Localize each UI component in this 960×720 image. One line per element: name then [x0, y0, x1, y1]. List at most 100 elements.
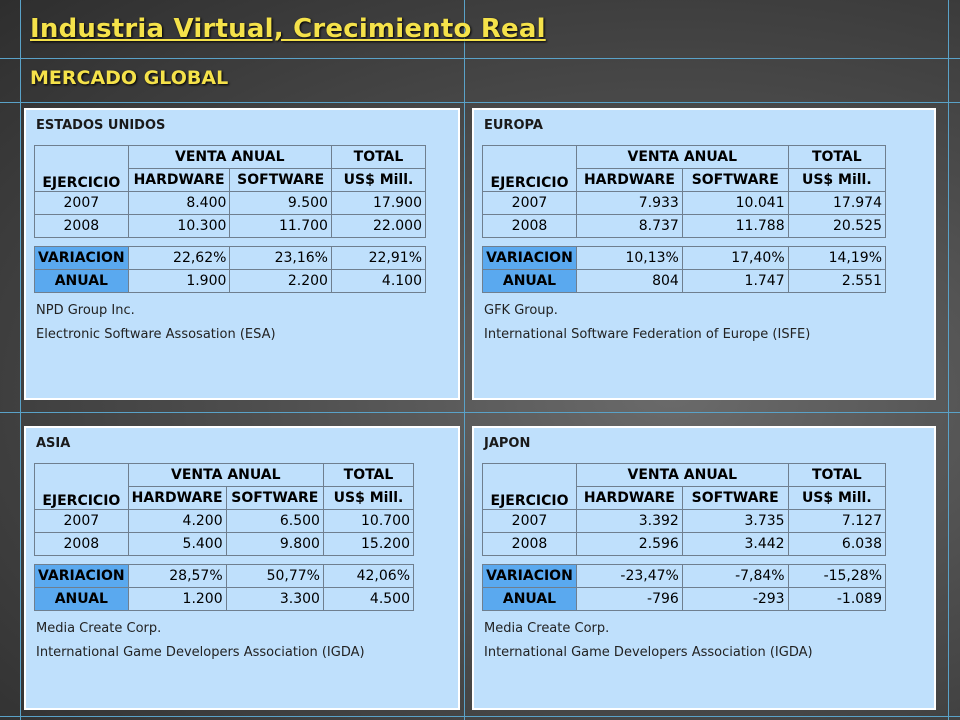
anual-hardware: -796 — [575, 587, 683, 611]
header-ejercicio: EJERCICIO — [482, 145, 577, 192]
header-ejercicio: EJERCICIO — [34, 463, 129, 510]
header-software: SOFTWARE — [681, 168, 789, 192]
anual-hardware: 1.200 — [127, 587, 227, 611]
cell-year: 2008 — [482, 532, 577, 556]
cell-hardware: 10.300 — [127, 214, 231, 238]
variacion-row: VARIACION 28,57% 50,77% 42,06% — [34, 564, 415, 588]
variacion-total: 14,19% — [787, 246, 887, 270]
variacion-label: VARIACION — [482, 564, 577, 588]
variacion-label: VARIACION — [34, 246, 129, 270]
sales-table: EJERCICIO VENTA ANUAL TOTAL HARDWARE SOF… — [482, 463, 887, 611]
anual-total: 2.551 — [787, 269, 887, 293]
cell-hardware: 5.400 — [127, 532, 227, 556]
variacion-row: VARIACION 10,13% 17,40% 14,19% — [482, 246, 887, 270]
cell-total: 15.200 — [322, 532, 415, 556]
variacion-hardware: -23,47% — [575, 564, 683, 588]
panel-estados-unidos: ESTADOS UNIDOS EJERCICIO VENTA ANUAL TOT… — [24, 108, 460, 400]
header-total: TOTAL — [787, 463, 887, 487]
panel-japon: JAPON EJERCICIO VENTA ANUAL TOTAL HARDWA… — [472, 426, 936, 710]
cell-hardware: 7.933 — [575, 191, 683, 215]
cell-total: 22.000 — [330, 214, 427, 238]
anual-software: 3.300 — [225, 587, 324, 611]
grid-line — [0, 58, 960, 59]
table-row: 2008 8.737 11.788 20.525 — [482, 214, 887, 238]
variacion-total: 22,91% — [330, 246, 427, 270]
header-ejercicio: EJERCICIO — [482, 463, 577, 510]
region-title: JAPON — [484, 436, 531, 451]
variacion-hardware: 22,62% — [127, 246, 231, 270]
header-ejercicio: EJERCICIO — [34, 145, 129, 192]
header-hardware: HARDWARE — [575, 168, 683, 192]
table-row: 2007 3.392 3.735 7.127 — [482, 509, 887, 533]
variacion-software: 17,40% — [681, 246, 789, 270]
header-venta-anual: VENTA ANUAL — [575, 463, 789, 487]
anual-software: 1.747 — [681, 269, 789, 293]
sales-table: EJERCICIO VENTA ANUAL TOTAL HARDWARE SOF… — [482, 145, 887, 293]
table-row: 2007 7.933 10.041 17.974 — [482, 191, 887, 215]
anual-label: ANUAL — [34, 587, 129, 611]
cell-total: 17.900 — [330, 191, 427, 215]
header-total: TOTAL — [330, 145, 427, 169]
source-2: International Software Federation of Eur… — [484, 327, 811, 342]
cell-total: 7.127 — [787, 509, 887, 533]
table-row: 2008 10.300 11.700 22.000 — [34, 214, 427, 238]
cell-total: 10.700 — [322, 509, 415, 533]
cell-year: 2007 — [34, 191, 129, 215]
anual-row: ANUAL -796 -293 -1.089 — [482, 587, 887, 611]
anual-row: ANUAL 1.200 3.300 4.500 — [34, 587, 415, 611]
cell-hardware: 2.596 — [575, 532, 683, 556]
header-total-unit: US$ Mill. — [787, 486, 887, 510]
cell-software: 11.700 — [229, 214, 332, 238]
anual-label: ANUAL — [34, 269, 129, 293]
cell-hardware: 3.392 — [575, 509, 683, 533]
header-total-unit: US$ Mill. — [787, 168, 887, 192]
cell-hardware: 8.400 — [127, 191, 231, 215]
header-total-unit: US$ Mill. — [322, 486, 415, 510]
cell-software: 10.041 — [681, 191, 789, 215]
table-row: 2007 4.200 6.500 10.700 — [34, 509, 415, 533]
header-software: SOFTWARE — [681, 486, 789, 510]
header-hardware: HARDWARE — [127, 168, 231, 192]
header-venta-anual: VENTA ANUAL — [127, 463, 324, 487]
region-title: ASIA — [36, 436, 71, 451]
cell-total: 6.038 — [787, 532, 887, 556]
variacion-label: VARIACION — [34, 564, 129, 588]
variacion-software: 50,77% — [225, 564, 324, 588]
anual-hardware: 804 — [575, 269, 683, 293]
slide-subtitle: MERCADO GLOBAL — [30, 67, 229, 89]
variacion-total: 42,06% — [322, 564, 415, 588]
region-title: EUROPA — [484, 118, 543, 133]
cell-year: 2007 — [34, 509, 129, 533]
cell-software: 3.442 — [681, 532, 789, 556]
variacion-row: VARIACION 22,62% 23,16% 22,91% — [34, 246, 427, 270]
source-2: International Game Developers Associatio… — [484, 645, 813, 660]
header-venta-anual: VENTA ANUAL — [127, 145, 332, 169]
anual-row: ANUAL 804 1.747 2.551 — [482, 269, 887, 293]
variacion-label: VARIACION — [482, 246, 577, 270]
grid-line — [948, 0, 949, 720]
grid-line — [464, 0, 465, 720]
variacion-hardware: 28,57% — [127, 564, 227, 588]
variacion-software: -7,84% — [681, 564, 789, 588]
anual-software: -293 — [681, 587, 789, 611]
cell-software: 9.800 — [225, 532, 324, 556]
cell-software: 9.500 — [229, 191, 332, 215]
cell-year: 2007 — [482, 191, 577, 215]
anual-total: 4.100 — [330, 269, 427, 293]
grid-line — [0, 102, 960, 103]
table-row: 2008 5.400 9.800 15.200 — [34, 532, 415, 556]
source-2: Electronic Software Assosation (ESA) — [36, 327, 276, 342]
source-1: NPD Group Inc. — [36, 303, 135, 318]
header-total-unit: US$ Mill. — [330, 168, 427, 192]
sales-table: EJERCICIO VENTA ANUAL TOTAL HARDWARE SOF… — [34, 463, 415, 611]
sales-table: EJERCICIO VENTA ANUAL TOTAL HARDWARE SOF… — [34, 145, 427, 293]
cell-hardware: 4.200 — [127, 509, 227, 533]
header-software: SOFTWARE — [225, 486, 324, 510]
cell-year: 2008 — [34, 214, 129, 238]
variacion-hardware: 10,13% — [575, 246, 683, 270]
region-title: ESTADOS UNIDOS — [36, 118, 166, 133]
cell-total: 20.525 — [787, 214, 887, 238]
variacion-software: 23,16% — [229, 246, 332, 270]
header-software: SOFTWARE — [229, 168, 332, 192]
cell-year: 2008 — [482, 214, 577, 238]
